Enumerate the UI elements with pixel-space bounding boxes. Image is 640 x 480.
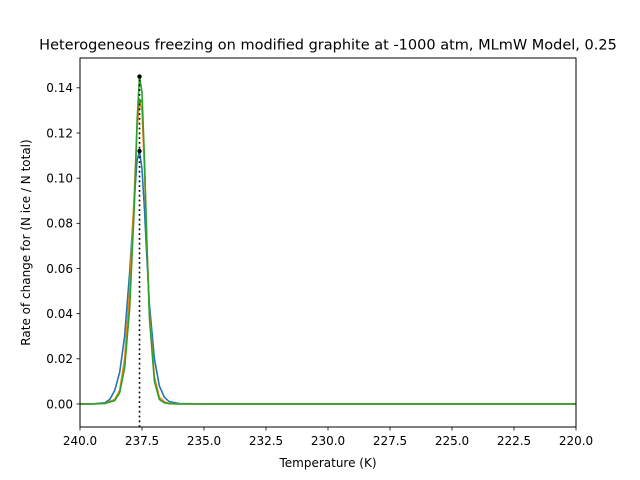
x-tick-label: 240.0 — [63, 434, 97, 448]
series-line-3 — [80, 75, 576, 405]
plot-frame — [79, 57, 577, 428]
x-tick-label: 222.5 — [497, 434, 531, 448]
y-tick-label: 0.08 — [46, 217, 73, 231]
y-tick-label: 0.00 — [46, 397, 73, 411]
axes: 240.0 237.5 235.0 232.5 230.0 227.5 225.0 222.5… — [46, 81, 593, 448]
chart-title: Heterogeneous freezing on modified graph… — [39, 38, 617, 54]
x-tick-label: 232.5 — [249, 434, 283, 448]
peak-marker-1 — [137, 148, 142, 154]
x-tick-label: 227.5 — [373, 434, 407, 448]
y-tick-label: 0.10 — [46, 171, 73, 185]
peak-marker-3 — [137, 74, 142, 79]
x-tick-label: 237.5 — [125, 434, 159, 448]
x-tick-label: 220.0 — [559, 434, 593, 448]
y-tick-label: 0.06 — [46, 262, 73, 276]
y-tick-label: 0.12 — [46, 126, 73, 140]
x-axis-label: Temperature (K) — [278, 456, 376, 470]
peak-marker-2 — [137, 99, 142, 104]
plot-area — [80, 74, 576, 427]
y-tick-label: 0.14 — [46, 81, 73, 95]
x-tick-label: 235.0 — [187, 434, 221, 448]
x-tick-label: 225.0 — [435, 434, 469, 448]
y-axis-label: Rate of change for (N ice / N total) — [19, 139, 33, 345]
y-tick-label: 0.04 — [46, 307, 73, 321]
y-tick-label: 0.02 — [46, 352, 73, 366]
x-tick-label: 230.0 — [311, 434, 345, 448]
